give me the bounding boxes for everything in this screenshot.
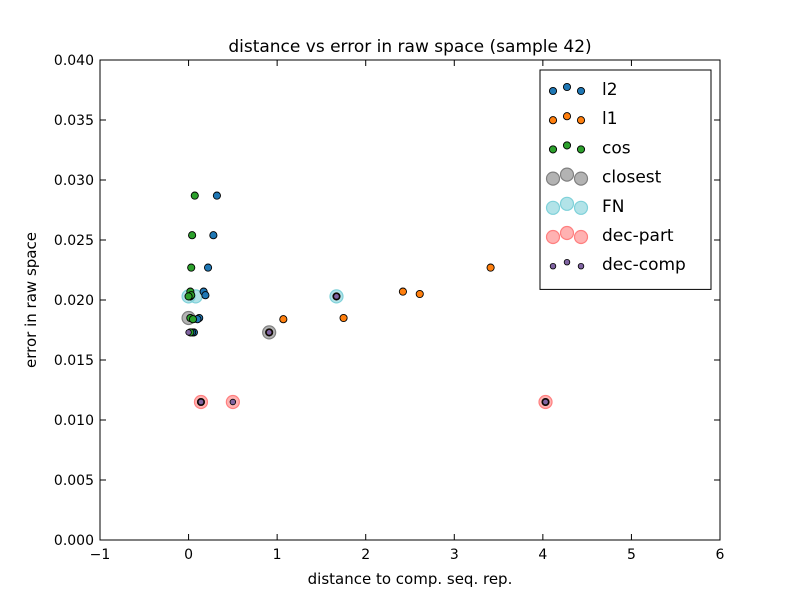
x-tick-label: 5 [627,547,636,563]
point-cos [188,231,197,240]
legend-marker-dec-comp [549,263,557,270]
x-tick-label: −1 [90,547,111,563]
legend-label-l1: l1 [602,109,618,129]
y-tick-label: 0.010 [54,413,94,429]
y-tick-label: 0.030 [54,173,94,189]
x-tick-label: 0 [184,547,193,563]
point-l1 [486,263,495,272]
chart-title: distance vs error in raw space (sample 4… [228,37,591,57]
legend-marker-FN [545,200,561,215]
legend-label-cos: cos [602,138,631,158]
legend-marker-l1 [562,112,572,121]
legend-marker-cos [548,145,558,154]
legend-marker-closest [545,171,561,186]
x-tick-label: 4 [538,547,547,563]
y-tick-label: 0.005 [54,473,94,489]
x-tick-label: 6 [716,547,725,563]
data-points [181,191,553,410]
plot-area-frame [99,59,721,541]
point-l1 [398,287,407,296]
legend-marker-dec-part [545,229,561,245]
point-dec-comp [333,293,340,300]
point-l1 [279,315,288,324]
x-tick-label: 1 [273,547,282,563]
point-dec-comp [197,398,205,406]
point-l2 [204,263,213,272]
legend-label-l2: l2 [602,80,618,100]
point-l1 [339,313,348,323]
axis-ticks: −1 0 1 2 3 4 5 6 0.000 0.005 0.010 0.015 0.020 0.025 0… [54,53,725,563]
point-l1 [415,289,424,299]
legend-marker-l2 [562,82,572,92]
point-dec-comp [185,329,192,336]
point-l2 [201,291,210,300]
y-tick-label: 0.020 [54,293,94,309]
legend-label-dec-comp: dec-comp [602,255,686,275]
y-tick-label: 0.015 [54,353,94,369]
y-tick-label: 0.025 [54,233,94,249]
point-dec-comp [542,398,549,406]
point-cos [188,315,198,324]
legend-label-dec-part: dec-part [602,226,674,246]
y-tick-label: 0.000 [54,533,94,549]
legend-marker-dec-comp [577,263,585,270]
point-l2 [209,231,218,240]
legend-marker-closest [573,171,589,186]
legend-marker-dec-part [559,225,575,241]
x-tick-label: 3 [450,547,459,563]
point-dec-comp [265,329,273,336]
x-axis-label: distance to comp. seq. rep. [308,570,513,588]
legend-marker-l1 [576,116,586,125]
y-axis-label: error in raw space [22,232,40,368]
point-cos [184,292,193,301]
point-cos [187,263,196,272]
y-tick-label: 0.035 [54,113,94,129]
legend-marker-dec-comp [563,259,571,266]
legend-marker-l2 [576,86,586,96]
point-cos [190,191,199,200]
legend-marker-l1 [548,116,558,125]
legend-label-closest: closest [602,168,662,188]
legend-marker-cos [562,141,572,150]
legend-marker-FN [573,200,589,215]
legend-label-FN: FN [602,197,625,217]
legend-marker-FN [559,196,575,211]
point-l2 [212,191,221,200]
point-dec-comp [229,398,237,406]
legend-marker-closest [559,167,575,182]
legend-marker-cos [576,145,586,154]
x-tick-label: 2 [361,547,370,563]
legend-marker-l2 [548,86,558,96]
legend-marker-dec-part [573,229,589,245]
legend: l2 l1 cos closest FN dec-part dec-comp [539,69,712,290]
y-tick-label: 0.040 [54,53,94,69]
